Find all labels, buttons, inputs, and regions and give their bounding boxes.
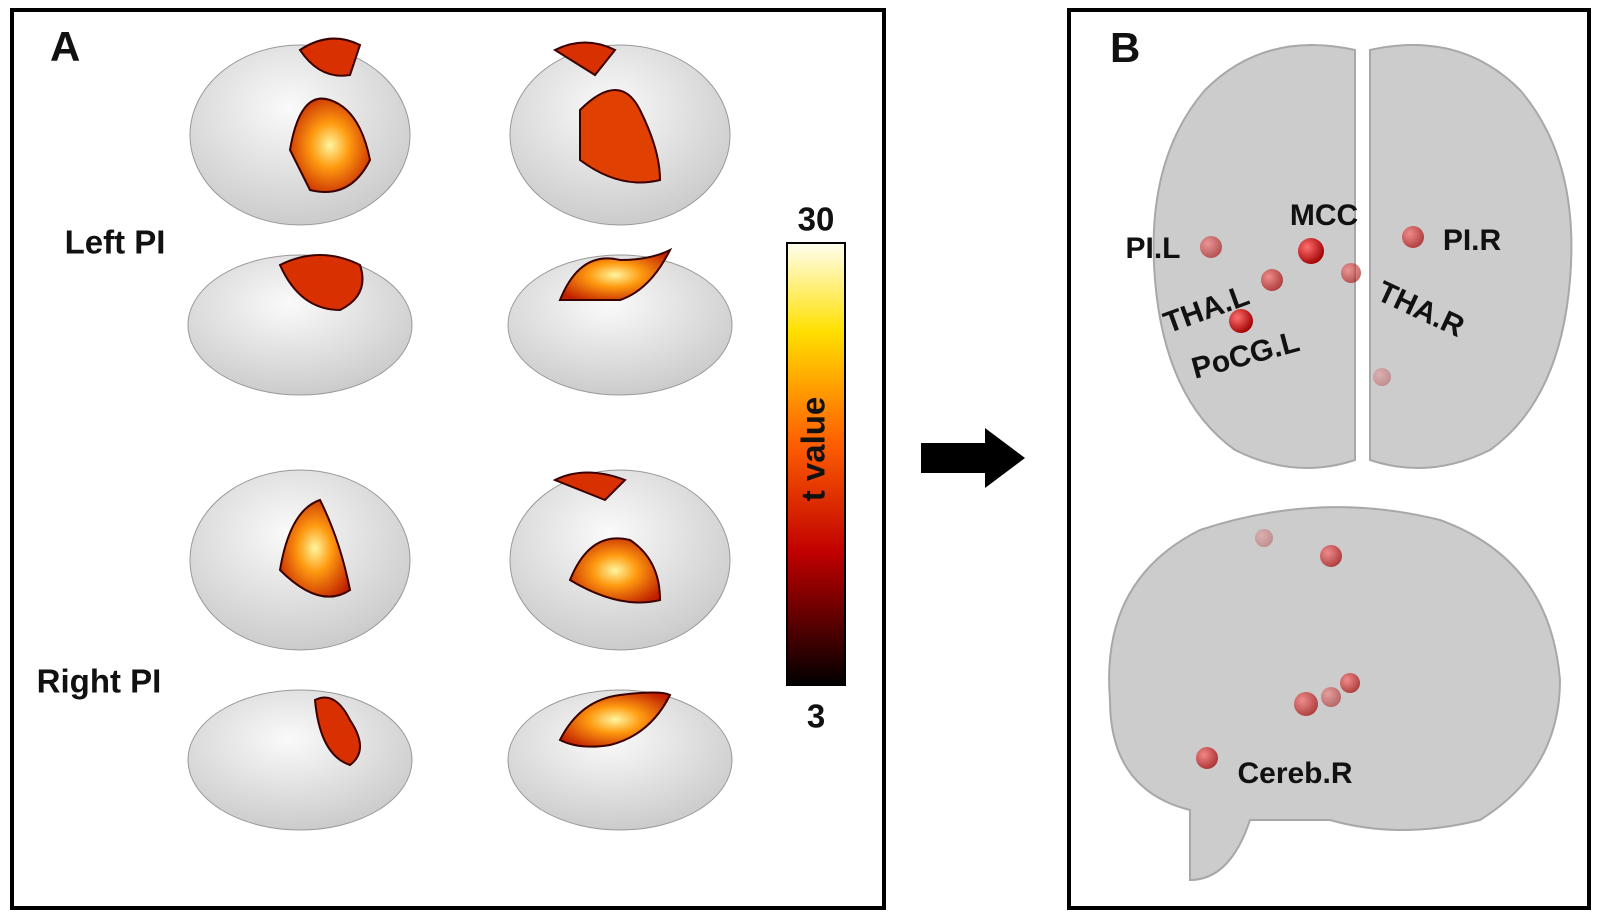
row-label: Right PI: [37, 663, 162, 700]
panel-b-frame: [1067, 8, 1591, 910]
colorbar-title: t value: [795, 397, 832, 502]
region-label: MCC: [1290, 199, 1358, 232]
row-label: Left PI: [65, 224, 166, 261]
arrow: [921, 428, 1025, 488]
region-markers: [1196, 226, 1424, 769]
colorbar-max: 30: [798, 201, 835, 238]
region-label: PI.L: [1125, 232, 1180, 265]
brain-surfaces: [187, 44, 733, 831]
glass-brains: [1108, 44, 1573, 882]
panel-label: A: [50, 23, 80, 70]
region-label: Cereb.R: [1237, 757, 1352, 790]
activation-blobs: [278, 37, 673, 767]
region-label: PI.R: [1443, 224, 1502, 257]
panel-a-frame: [10, 8, 886, 910]
colorbar-min: 3: [807, 698, 825, 735]
colorbar: [786, 242, 846, 686]
panel-label: B: [1110, 24, 1140, 71]
